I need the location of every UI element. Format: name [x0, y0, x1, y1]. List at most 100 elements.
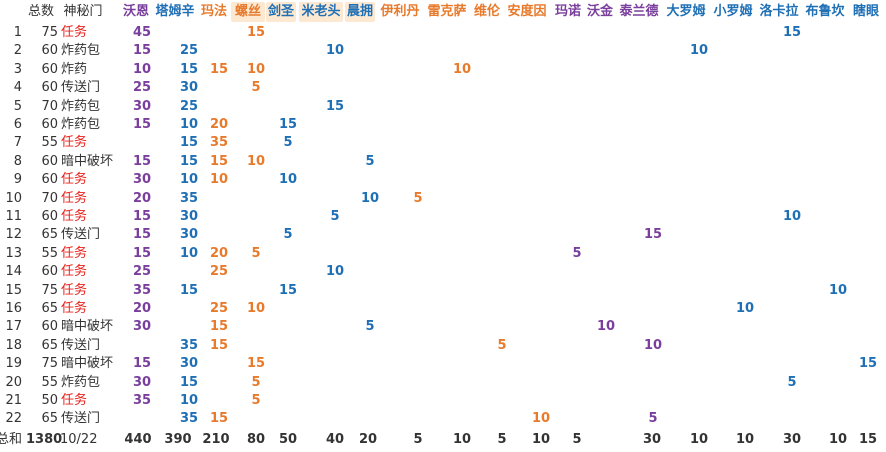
hero-value-cell: 10	[209, 172, 229, 188]
footer-hero-sum: 5	[497, 432, 507, 447]
row-total: 60	[41, 172, 58, 188]
footer-hero-sum: 10	[689, 432, 709, 447]
mystery-type-label: 任务	[61, 209, 88, 224]
row-mystery-type: 任务	[61, 24, 87, 42]
hero-header: 玛法	[200, 4, 227, 19]
hero-header: 米老头	[299, 2, 343, 22]
hero-value-cell: 5	[365, 153, 375, 169]
row-total: 60	[41, 319, 58, 335]
hero-value-cell: 5	[648, 411, 658, 427]
row-number: 10	[5, 190, 22, 206]
footer-hero-sum: 10	[531, 432, 551, 447]
hero-value-cell: 15	[132, 209, 152, 224]
hero-value-cell: 30	[179, 227, 199, 243]
hero-value-cell: 10	[179, 117, 199, 132]
hero-value-cell: 15	[782, 25, 802, 40]
row-number: 13	[5, 245, 22, 261]
row-total: 55	[41, 245, 58, 261]
row-mystery-type: 任务	[61, 300, 87, 318]
row-number: 5	[13, 98, 22, 114]
hero-header: 洛卡拉	[759, 4, 799, 19]
hero-value-cell: 15	[209, 411, 229, 427]
hero-value-cell: 15	[209, 61, 229, 77]
hero-value-cell: 25	[179, 43, 199, 59]
hero-value-cell: 30	[179, 356, 199, 372]
hero-value-cell: 10	[179, 245, 199, 261]
row-total: 75	[41, 282, 58, 298]
hero-value-cell: 15	[246, 25, 266, 40]
hero-value-cell: 30	[132, 319, 152, 335]
hero-value-cell: 10	[643, 337, 663, 353]
hero-value-cell: 25	[132, 264, 152, 280]
row-total: 60	[41, 80, 58, 96]
hero-value-cell: 35	[179, 411, 199, 427]
row-mystery-type: 暗中破坏	[61, 355, 113, 373]
row-mystery-type: 任务	[61, 190, 87, 208]
hero-value-cell: 15	[858, 356, 878, 372]
hero-value-cell: 10	[246, 61, 266, 77]
hero-value-cell: 15	[132, 117, 152, 132]
row-mystery-type: 炸药包	[61, 98, 100, 116]
row-mystery-type: 任务	[61, 392, 87, 410]
hero-value-cell: 10	[828, 282, 848, 298]
hero-value-cell: 15	[179, 61, 199, 77]
hero-value-cell: 15	[325, 98, 345, 114]
mystery-type-label: 任务	[61, 393, 88, 408]
hero-value-cell: 30	[179, 80, 199, 96]
hero-value-cell: 5	[283, 135, 293, 151]
hero-header: 小罗姆	[713, 4, 753, 19]
row-total: 70	[41, 190, 58, 206]
row-mystery-type: 任务	[61, 171, 87, 189]
row-number: 19	[5, 356, 22, 372]
hero-value-cell: 10	[246, 153, 266, 169]
hero-value-cell: 10	[325, 264, 345, 280]
mystery-type-label: 任务	[61, 25, 88, 40]
row-mystery-type: 炸药包	[61, 374, 100, 392]
row-mystery-type: 任务	[61, 282, 87, 300]
hero-value-cell: 15	[278, 117, 298, 132]
hero-value-cell: 45	[132, 25, 152, 40]
mystery-type-label: 炸药	[61, 61, 88, 77]
mystery-type-label: 传送门	[61, 411, 101, 427]
row-number: 11	[5, 209, 22, 224]
hero-value-cell: 25	[132, 80, 152, 96]
row-total: 60	[41, 43, 58, 59]
mystery-type-label: 传送门	[61, 227, 101, 243]
hero-value-cell: 15	[246, 356, 266, 372]
footer-hero-sum: 210	[202, 432, 230, 447]
hero-value-cell: 5	[413, 190, 423, 206]
hero-value-cell: 30	[132, 172, 152, 188]
row-number: 20	[5, 374, 22, 390]
hero-value-cell: 5	[251, 374, 261, 390]
footer-hero-sum: 5	[572, 432, 582, 447]
hero-value-cell: 15	[179, 374, 199, 390]
footer-hero-sum: 390	[164, 432, 192, 447]
hero-header: 伊利丹	[380, 4, 420, 19]
row-number: 8	[13, 153, 22, 169]
mystery-type-label: 炸药包	[61, 43, 101, 59]
footer-hero-sum: 10	[735, 432, 755, 447]
mystery-type-label: 暗中破坏	[61, 153, 114, 169]
hero-value-cell: 10	[735, 301, 755, 316]
row-total: 65	[41, 301, 58, 316]
hero-value-cell: 15	[209, 153, 229, 169]
footer-sum-label: 总和	[0, 432, 23, 447]
hero-value-cell: 25	[179, 98, 199, 114]
hero-value-cell: 30	[132, 98, 152, 114]
row-total: 50	[41, 393, 58, 408]
hero-value-cell: 10	[325, 43, 345, 59]
footer-hero-sum: 30	[642, 432, 662, 447]
row-total: 70	[41, 98, 58, 114]
footer-hero-sum: 5	[413, 432, 423, 447]
row-mystery-type: 炸药包	[61, 116, 100, 134]
hero-value-cell: 20	[209, 117, 229, 132]
row-number: 2	[13, 43, 22, 59]
hero-header: 沃金	[586, 4, 613, 19]
mystery-type-label: 任务	[61, 190, 88, 206]
footer-hero-sum: 30	[782, 432, 802, 447]
row-number: 3	[13, 61, 22, 77]
hero-header: 螺丝	[231, 2, 265, 22]
row-mystery-type: 任务	[61, 263, 87, 281]
hero-value-cell: 35	[132, 282, 152, 298]
